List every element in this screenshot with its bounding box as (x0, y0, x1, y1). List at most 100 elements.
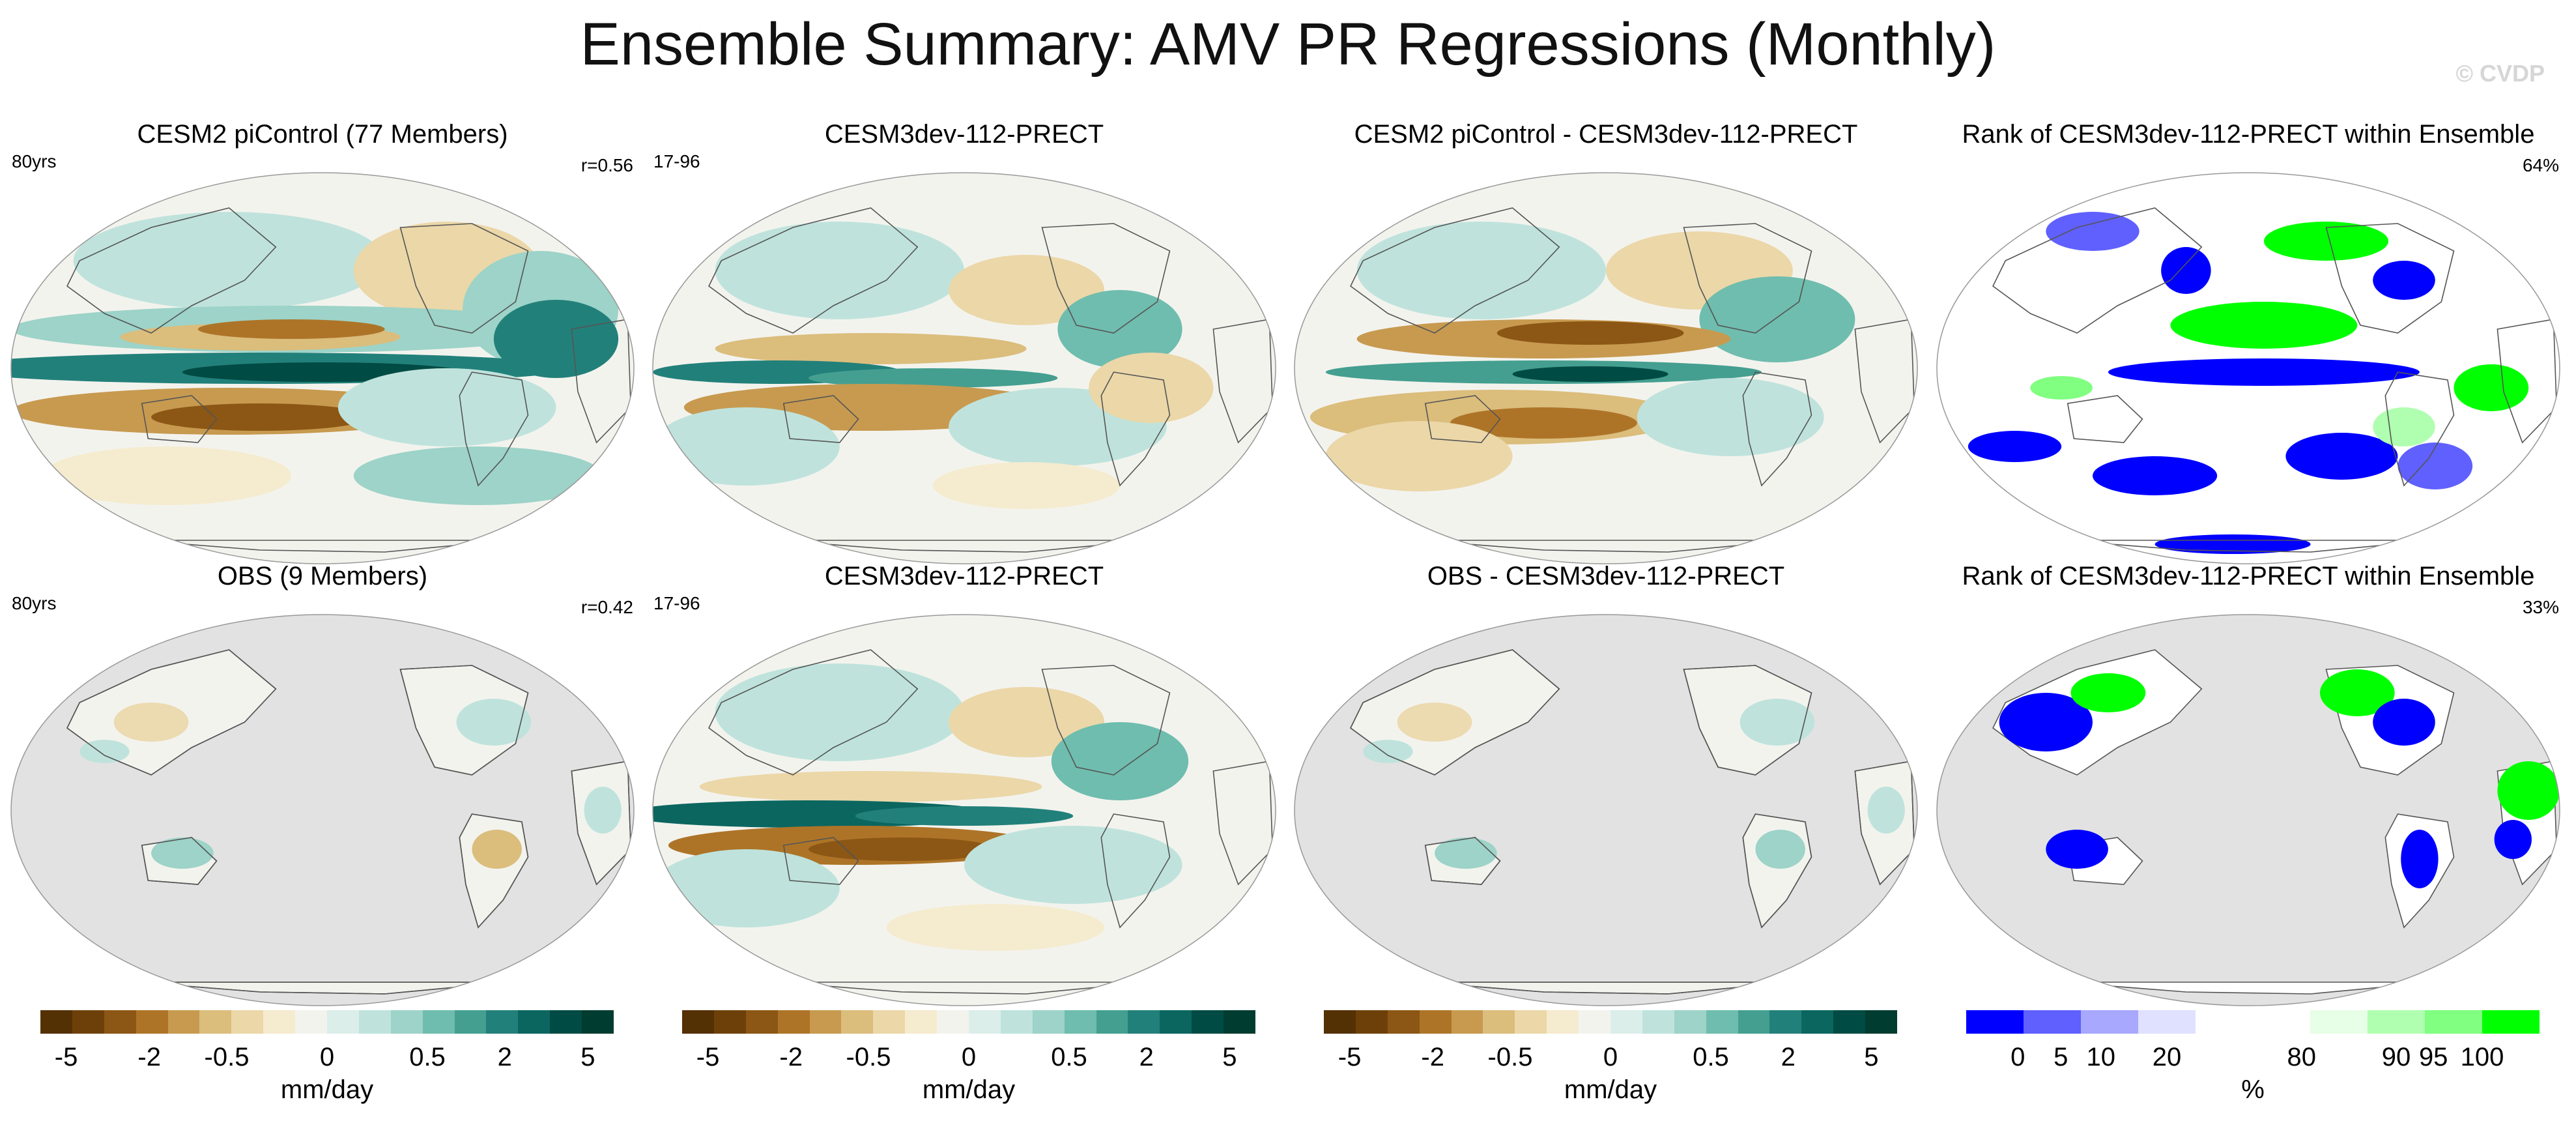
panel-title: OBS - CESM3dev-112-PRECT (1427, 562, 1785, 590)
colorbar-tick-label: 5 (580, 1043, 595, 1071)
colorbar-tick-label: 90 (2381, 1043, 2411, 1071)
colorbar-swatch (1064, 1010, 1096, 1034)
colorbar-swatches (1966, 1010, 2540, 1034)
colorbar-tick-label: -5 (54, 1043, 78, 1071)
colorbar-swatch (454, 1010, 487, 1034)
colorbar-swatch (809, 1010, 842, 1034)
panel-percent: 64% (2522, 155, 2559, 175)
colorbar-tick-label: 0 (319, 1043, 335, 1071)
colorbar-tick-label: -2 (1421, 1043, 1444, 1071)
colorbar-swatch (1324, 1010, 1356, 1034)
colorbar-swatch (486, 1010, 519, 1034)
colorbar-swatch (1224, 1010, 1256, 1034)
colorbar-swatch (72, 1010, 104, 1034)
colorbar-tick-label: 80 (2287, 1043, 2317, 1071)
colorbar-swatch (1128, 1010, 1160, 1034)
map (1936, 172, 2560, 564)
colorbar-tick-label: -5 (1338, 1043, 1362, 1071)
colorbar-tick-label: 20 (2152, 1043, 2182, 1071)
colorbar-swatch (777, 1010, 810, 1034)
colorbar-swatch (1833, 1010, 1866, 1034)
colorbar-swatch (1706, 1010, 1738, 1034)
colorbar-tick-label: -2 (779, 1043, 803, 1071)
panel-percent: 33% (2522, 597, 2559, 617)
colorbar-tick-label: 2 (1139, 1043, 1154, 1071)
colorbar-swatch (358, 1010, 391, 1034)
colorbar-swatch (905, 1010, 937, 1034)
colorbar-swatch (1483, 1010, 1515, 1034)
colorbar-tick-label: 10 (2086, 1043, 2116, 1071)
colorbar-swatch (1738, 1010, 1770, 1034)
colorbar-tick-label: 2 (1781, 1043, 1796, 1071)
colorbar-tick-label: -0.5 (846, 1043, 891, 1071)
colorbar-swatch (969, 1010, 1001, 1034)
colorbar-tick-label: 100 (2460, 1043, 2504, 1071)
colorbar-swatches (682, 1010, 1256, 1034)
colorbar-tick-label: 0.5 (409, 1043, 446, 1071)
colorbar-tick-label: -2 (137, 1043, 161, 1071)
panel-title: CESM2 piControl - CESM3dev-112-PRECT (1354, 120, 1858, 149)
colorbar-swatch (2368, 1010, 2425, 1034)
colorbar-tick-label: 5 (2054, 1043, 2068, 1071)
colorbar-swatch (327, 1010, 359, 1034)
panel-years: 80yrs (12, 593, 57, 613)
panel-title: Rank of CESM3dev-112-PRECT within Ensemb… (1962, 120, 2535, 149)
colorbar-swatch (1160, 1010, 1192, 1034)
map (652, 172, 1276, 564)
colorbar-tick-label: 0 (2011, 1043, 2025, 1071)
colorbar-swatch (841, 1010, 874, 1034)
colorbar-tick-label: 5 (1864, 1043, 1879, 1071)
colorbar-3: mm/day -5 -2 -0.5 0 0.5 2 5 (1324, 1010, 1898, 1121)
colorbar-swatch (167, 1010, 200, 1034)
colorbar-swatch (1610, 1010, 1642, 1034)
colorbar-swatch (873, 1010, 906, 1034)
colorbar-swatch (2425, 1010, 2482, 1034)
colorbar-swatches (40, 1010, 614, 1034)
colorbar-swatch (1032, 1010, 1065, 1034)
colorbar-swatch (2024, 1010, 2081, 1034)
colorbar-tick-label: 0.5 (1693, 1043, 1729, 1071)
panel-title: CESM3dev-112-PRECT (824, 562, 1104, 590)
colorbar-swatch (2081, 1010, 2138, 1034)
colorbar-swatch (1355, 1010, 1388, 1034)
colorbar-swatch (1966, 1010, 2024, 1034)
colorbar-swatch (1642, 1010, 1674, 1034)
colorbar-swatch (1419, 1010, 1452, 1034)
colorbar-swatch (745, 1010, 778, 1034)
colorbar-1: mm/day -5 -2 -0.5 0 0.5 2 5 (40, 1010, 614, 1121)
panel-title: Rank of CESM3dev-112-PRECT within Ensemb… (1962, 562, 2535, 590)
panel-correlation: r=0.56 (580, 155, 633, 175)
panel-cesm3dev: CESM3dev-112-PRECT 17-96 (651, 119, 1278, 568)
map (652, 614, 1276, 1006)
colorbar-swatch (713, 1010, 746, 1034)
colorbar-swatch (1515, 1010, 1547, 1034)
colorbar-swatch (1451, 1010, 1483, 1034)
colorbar-swatch (136, 1010, 168, 1034)
panel-cesm3dev-2: CESM3dev-112-PRECT 17-96 (651, 560, 1278, 1010)
colorbar-label: mm/day (922, 1075, 1016, 1104)
colorbar-swatch (1547, 1010, 1579, 1034)
panel-rank-2: Rank of CESM3dev-112-PRECT within Ensemb… (1935, 560, 2562, 1010)
colorbar-swatch (1387, 1010, 1420, 1034)
colorbar-tick-label: 2 (497, 1043, 512, 1071)
map (1294, 172, 1918, 564)
map (1294, 614, 1918, 1006)
colorbar-swatch (2196, 1010, 2253, 1034)
colorbar-2: mm/day -5 -2 -0.5 0 0.5 2 5 (682, 1010, 1256, 1121)
colorbar-swatch (582, 1010, 614, 1034)
panel-title: OBS (9 Members) (217, 562, 428, 590)
panel-rank: Rank of CESM3dev-112-PRECT within Ensemb… (1935, 119, 2562, 568)
watermark: © CVDP (2455, 60, 2545, 87)
panel-obs: OBS (9 Members) 80yrs r=0.42 (9, 560, 636, 1010)
colorbar-swatch (1096, 1010, 1128, 1034)
panel-cesm2-picontrol: CESM2 piControl (77 Members) 80yrs r=0.5… (9, 119, 636, 568)
colorbar-swatch (1674, 1010, 1706, 1034)
panel-years: 80yrs (12, 151, 57, 171)
colorbar-4: % 0 5 10 20 80 90 95 100 (1966, 1010, 2540, 1121)
colorbar-tick-label: -5 (696, 1043, 720, 1071)
colorbar-tick-label: -0.5 (1487, 1043, 1533, 1071)
colorbar-swatch (199, 1010, 232, 1034)
colorbar-tick-label: 0 (961, 1043, 977, 1071)
colorbar-swatch (1865, 1010, 1898, 1034)
colorbar-swatch (40, 1010, 72, 1034)
